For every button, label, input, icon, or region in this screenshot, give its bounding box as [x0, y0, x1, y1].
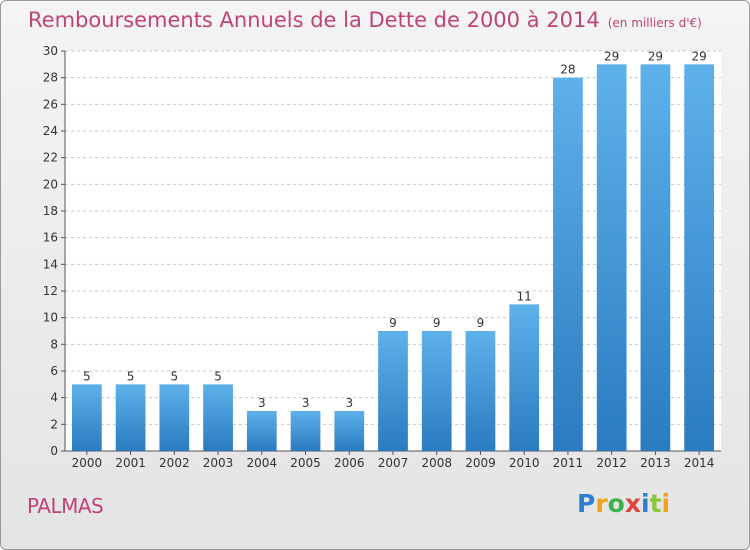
data-label: 9	[389, 316, 397, 330]
data-label: 3	[302, 396, 310, 410]
data-label: 5	[171, 369, 179, 383]
data-label: 11	[517, 289, 532, 303]
data-label: 3	[258, 396, 266, 410]
bar	[640, 64, 671, 452]
data-label: 5	[83, 369, 91, 383]
bar	[421, 331, 452, 451]
x-tick-label: 2006	[334, 456, 365, 470]
bar	[684, 64, 715, 452]
x-tick-label: 2001	[115, 456, 146, 470]
y-tick-label: 6	[50, 364, 58, 378]
proxiti-logo: Proxiti	[577, 489, 671, 518]
y-tick-label: 20	[43, 177, 58, 191]
x-tick-label: 2007	[378, 456, 409, 470]
bar	[553, 77, 583, 452]
data-label: 5	[214, 369, 222, 383]
y-tick-label: 16	[43, 231, 58, 245]
x-tick-label: 2010	[509, 456, 540, 470]
data-label: 9	[433, 316, 441, 330]
data-label: 5	[127, 369, 135, 383]
chart-title: Remboursements Annuels de la Dette de 20…	[28, 8, 702, 32]
x-tick-label: 2008	[421, 456, 452, 470]
data-label: 3	[345, 396, 353, 410]
x-tick-label: 2002	[159, 456, 190, 470]
chart-title-main: Remboursements Annuels de la Dette de 20…	[28, 8, 600, 32]
bar	[290, 411, 321, 451]
x-tick-label: 2014	[684, 456, 715, 470]
y-tick-label: 18	[43, 204, 58, 218]
y-tick-label: 10	[43, 311, 58, 325]
bar	[246, 411, 277, 451]
bar	[203, 384, 233, 451]
data-label: 29	[604, 49, 619, 63]
data-label: 9	[477, 316, 485, 330]
y-tick-label: 22	[43, 151, 58, 165]
y-tick-label: 14	[43, 257, 58, 271]
bar	[509, 304, 540, 451]
x-tick-label: 2005	[290, 456, 321, 470]
y-tick-label: 0	[50, 444, 58, 458]
y-tick-label: 4	[50, 391, 58, 405]
bar	[71, 384, 102, 451]
bar	[115, 384, 146, 451]
x-tick-label: 2013	[640, 456, 671, 470]
y-tick-label: 12	[43, 284, 58, 298]
y-tick-label: 28	[43, 71, 58, 85]
bar	[334, 411, 365, 451]
bar	[465, 331, 496, 451]
y-tick-label: 2	[50, 417, 58, 431]
y-tick-label: 26	[43, 97, 58, 111]
x-tick-label: 2000	[72, 456, 103, 470]
bar	[159, 384, 190, 451]
data-label: 29	[691, 49, 706, 63]
y-tick-label: 8	[50, 337, 58, 351]
chart-title-unit: (en milliers d'€)	[607, 16, 702, 30]
x-tick-label: 2012	[596, 456, 627, 470]
x-tick-label: 2011	[553, 456, 584, 470]
y-tick-label: 24	[43, 124, 58, 138]
bar	[596, 64, 627, 452]
x-tick-label: 2004	[247, 456, 278, 470]
data-label: 28	[560, 63, 575, 77]
bar	[378, 331, 408, 451]
x-tick-label: 2003	[203, 456, 234, 470]
commune-name: PALMAS	[27, 494, 104, 518]
x-tick-label: 2009	[465, 456, 496, 470]
y-tick-label: 30	[43, 44, 58, 58]
data-label: 29	[648, 49, 663, 63]
